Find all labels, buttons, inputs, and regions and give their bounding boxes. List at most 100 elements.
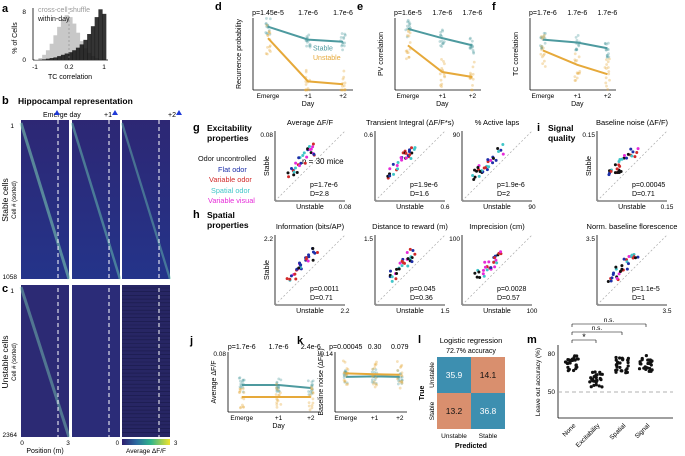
mouse-dot [613,163,617,167]
dot [304,88,307,92]
dot [339,88,343,92]
pval-1: 1.7e-6 [432,10,452,17]
dot [339,35,343,39]
dot [311,390,315,394]
panel-g-scatter-2: % Active laps p=1.9e-6 D=2 90 90 Unstable [453,118,536,211]
dot [605,53,609,57]
mouse-dot [402,261,406,265]
accuracy-dot [574,363,578,368]
dot [343,369,347,372]
colorbar-label: Average ΔF/F [126,448,166,455]
dot [275,388,279,392]
dot [440,85,443,88]
mouse-dot [408,247,412,251]
xtick-1: +1 [304,93,312,100]
mouse-dot [410,151,414,155]
dot [343,41,347,45]
mouse-dot [612,271,616,275]
dot [373,385,377,389]
mouse-dot [303,161,307,165]
dot [575,48,578,52]
identity-line [374,130,446,202]
panel-c-label: c [2,283,8,295]
dot [239,382,243,386]
dot [539,52,543,56]
ylabel: PV correlation [378,32,385,76]
dot [575,39,579,42]
dot [276,388,280,392]
dot [573,79,577,82]
legend-unstable: Unstable [313,55,341,62]
mouse-dot [395,267,399,271]
mouse-dot [631,150,635,154]
cm-cell-uu [437,357,471,393]
ylabel: Baseline noise (ΔF/F) [318,348,325,415]
accuracy-dot [637,367,642,371]
dot [342,75,346,79]
accuracy-dot [640,358,644,362]
dot [373,378,377,381]
hist-bar-shuffle-6 [57,26,62,61]
dot [540,46,544,50]
dot [373,371,376,374]
dot [268,45,272,49]
dot [341,77,345,81]
panel-b-title: Hippocampal representation [18,96,133,106]
dot [342,69,346,73]
dot [310,384,313,388]
panel-a-ylabel: % of Cells [12,22,19,54]
mouse-dot [410,256,414,260]
mouse-dot [620,264,624,268]
ytick-max: 0.08 [260,132,273,139]
mouse-dot [286,171,290,175]
accuracy-dot [618,361,622,365]
xlabel: Day [571,101,584,108]
xtick-max: 0.15 [661,204,674,211]
accuracy-dot [590,370,595,374]
dot [275,386,279,389]
dot [241,390,245,394]
panel-c-ylabel-sub: Cell # (sorted) [12,343,18,381]
dot [341,48,344,52]
marker-day2-icon [176,110,182,115]
dot [265,25,269,29]
mouse-dot [491,161,495,165]
panel-d-label: d [215,1,222,13]
dot [575,47,578,51]
dot [442,60,445,63]
mouse-dot [394,277,398,281]
dot [470,88,474,92]
panel-a-xtick-1: -1 [32,64,38,71]
dot [238,376,242,380]
accuracy-dot [594,383,598,387]
accuracy-dot [626,360,630,365]
dot [269,50,272,53]
effect-size: D=1 [632,295,645,302]
dot [606,66,610,69]
dot [577,71,580,75]
dot [340,88,344,92]
dot [408,24,411,28]
dot [343,88,347,92]
dot [605,58,608,62]
mouse-dot [315,250,319,254]
scatter-title: Baseline noise (ΔF/F) [596,118,669,127]
mouse-dot [292,173,296,177]
panel-a-xtick-3: 1 [102,64,106,71]
dot [277,389,281,393]
dot [275,397,279,401]
identity-line [596,130,668,202]
mouse-dot [289,274,293,278]
mouse-dot [408,153,412,157]
xlabel: Unstable [296,308,324,315]
mouse-dot [396,167,400,171]
effect-size: D=0.71 [310,295,333,302]
dot [606,88,610,91]
panel-m-ylabel: Leave out accuracy (%) [535,348,542,416]
dot [374,376,378,379]
panel-a-xlabel: TC correlation [48,74,92,81]
dot [439,33,443,37]
pval-2: 1.7e-6 [333,10,353,17]
cm-value-us: 14.1 [480,370,497,380]
dot [607,70,611,73]
